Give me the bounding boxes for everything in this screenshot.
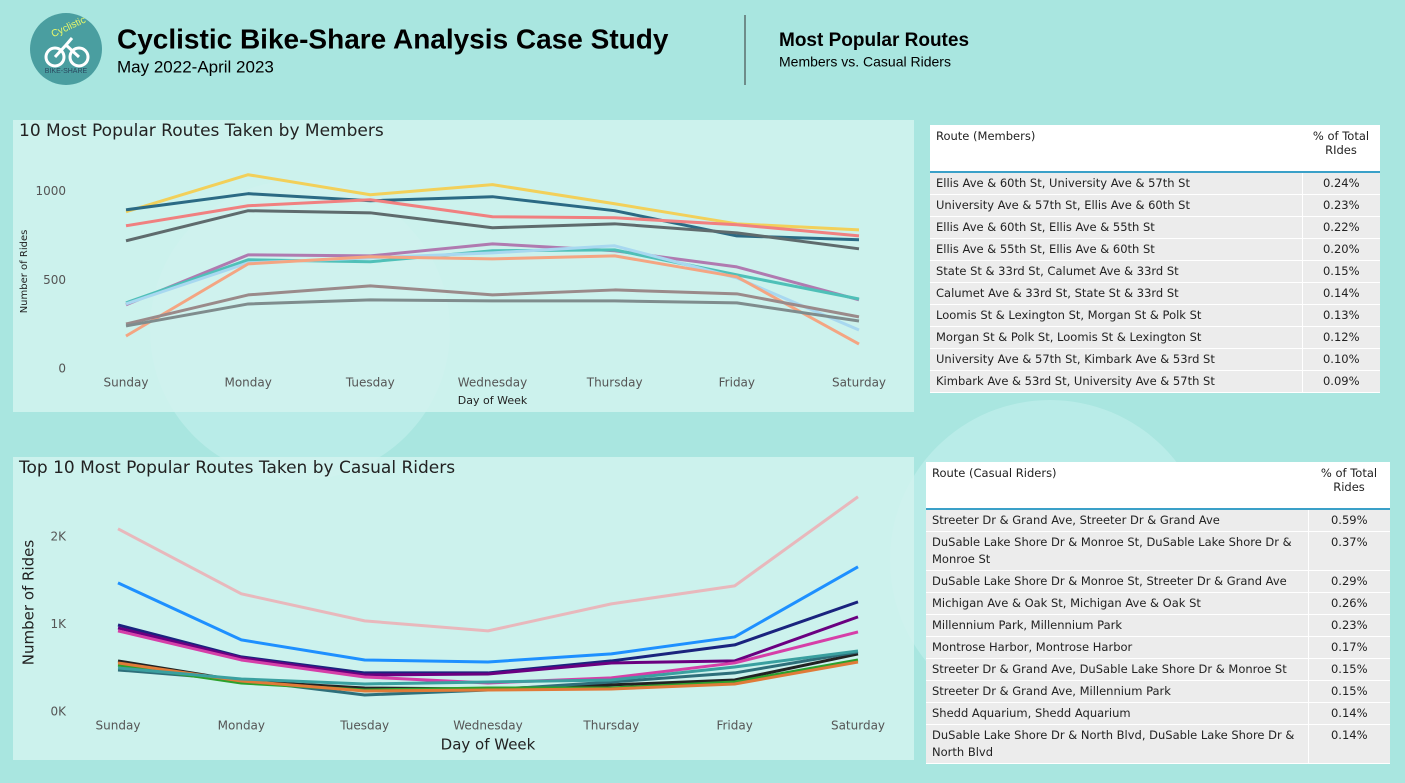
route-cell: Ellis Ave & 60th St, Ellis Ave & 55th St <box>930 216 1302 239</box>
x-axis-label: Day of Week <box>441 736 536 754</box>
percent-cell: 0.17% <box>1307 636 1390 659</box>
subtitle: May 2022-April 2023 <box>117 57 274 76</box>
route-cell: Loomis St & Lexington St, Morgan St & Po… <box>930 304 1302 327</box>
route-cell: Ellis Ave & 60th St, University Ave & 57… <box>930 172 1302 195</box>
y-tick-label: 1000 <box>35 184 66 198</box>
percent-cell: 0.14% <box>1307 724 1390 764</box>
route-cell: DuSable Lake Shore Dr & North Blvd, DuSa… <box>926 724 1308 764</box>
logo <box>30 13 102 85</box>
percent-cell: 0.15% <box>1301 260 1380 283</box>
route-cell: Morgan St & Polk St, Loomis St & Lexingt… <box>930 326 1302 349</box>
x-tick-label: Wednesday <box>458 376 527 390</box>
series-line <box>117 615 859 677</box>
percent-cell: 0.13% <box>1301 304 1380 327</box>
series-line <box>125 192 860 242</box>
series-line <box>117 565 859 664</box>
percent-cell: 0.22% <box>1301 216 1380 239</box>
column-header[interactable]: % of Total RIdes <box>1302 125 1380 173</box>
x-tick-label: Thursday <box>582 719 639 733</box>
x-tick-label: Monday <box>224 376 271 390</box>
series-line <box>125 209 860 251</box>
series-line <box>125 198 860 238</box>
column-header[interactable]: % of Total Rides <box>1308 462 1390 510</box>
route-cell: Millennium Park, Millennium Park <box>926 614 1308 637</box>
section-subtitle: Members vs. Casual Riders <box>779 54 951 70</box>
series-line <box>117 495 859 633</box>
route-cell: University Ave & 57th St, Ellis Ave & 60… <box>930 194 1302 217</box>
x-axis-label: Day of Week <box>458 394 528 407</box>
percent-cell: 0.23% <box>1301 194 1380 217</box>
chart-title: 10 Most Popular Routes Taken by Members <box>19 121 384 141</box>
percent-cell: 0.15% <box>1307 680 1390 703</box>
series-line <box>125 298 860 328</box>
route-table: Route (Casual Riders)% of Total Rides Str… <box>926 462 1390 764</box>
y-tick-label: 500 <box>43 273 66 287</box>
series-line <box>125 242 860 307</box>
percent-cell: 0.24% <box>1301 172 1380 195</box>
series-line <box>117 658 859 692</box>
route-cell: Montrose Harbor, Montrose Harbor <box>926 636 1308 659</box>
route-cell: University Ave & 57th St, Kimbark Ave & … <box>930 348 1302 371</box>
percent-cell: 0.15% <box>1307 658 1390 681</box>
y-tick-label: 1K <box>50 617 67 631</box>
route-table: Route (Members)% of Total RIdes Ellis Ave… <box>930 125 1380 393</box>
route-cell: Calumet Ave & 33rd St, State St & 33rd S… <box>930 282 1302 305</box>
percent-cell: 0.09% <box>1301 370 1380 393</box>
x-tick-label: Sunday <box>104 376 149 390</box>
panel <box>13 120 914 412</box>
percent-cell: 0.37% <box>1307 531 1390 571</box>
route-cell: DuSable Lake Shore Dr & Monroe St, DuSab… <box>926 531 1308 571</box>
panel <box>13 457 914 760</box>
y-axis-label: Number of Rides <box>19 230 30 314</box>
series-line <box>125 284 860 326</box>
route-cell: Ellis Ave & 55th St, Ellis Ave & 60th St <box>930 238 1302 261</box>
route-cell: Streeter Dr & Grand Ave, Millennium Park <box>926 680 1308 703</box>
percent-cell: 0.12% <box>1301 326 1380 349</box>
percent-cell: 0.29% <box>1307 570 1390 593</box>
x-tick-label: Saturday <box>832 376 886 390</box>
x-tick-label: Sunday <box>96 719 141 733</box>
percent-cell: 0.14% <box>1307 702 1390 725</box>
x-tick-label: Friday <box>719 376 755 390</box>
chart-title: Top 10 Most Popular Routes Taken by Casu… <box>18 458 455 478</box>
x-tick-label: Thursday <box>586 376 643 390</box>
y-tick-label: 2K <box>50 529 67 543</box>
logo-tagline: BIKE-SHARE <box>45 68 88 75</box>
column-header[interactable]: Route (Members) <box>930 125 1302 173</box>
x-tick-label: Tuesday <box>345 376 395 390</box>
x-tick-label: Friday <box>716 719 752 733</box>
series-line <box>125 254 860 346</box>
y-axis-label: Number of Rides <box>20 540 38 666</box>
column-header[interactable]: Route (Casual Riders) <box>926 462 1308 510</box>
series-line <box>117 660 859 693</box>
title: Cyclistic Bike-Share Analysis Case Study <box>117 23 669 54</box>
y-tick-label: 0 <box>58 362 66 376</box>
section-title: Most Popular Routes <box>779 30 969 51</box>
percent-cell: 0.59% <box>1307 509 1390 532</box>
percent-cell: 0.26% <box>1307 592 1390 615</box>
route-cell: State St & 33rd St, Calumet Ave & 33rd S… <box>930 260 1302 283</box>
route-cell: Kimbark Ave & 53rd St, University Ave & … <box>930 370 1302 393</box>
x-tick-label: Tuesday <box>339 719 389 733</box>
route-cell: DuSable Lake Shore Dr & Monroe St, Stree… <box>926 570 1308 593</box>
route-cell: Shedd Aquarium, Shedd Aquarium <box>926 702 1308 725</box>
y-tick-label: 0K <box>50 705 67 719</box>
percent-cell: 0.20% <box>1301 238 1380 261</box>
route-cell: Streeter Dr & Grand Ave, DuSable Lake Sh… <box>926 658 1308 681</box>
route-cell: Michigan Ave & Oak St, Michigan Ave & Oa… <box>926 592 1308 615</box>
series-line <box>125 248 860 305</box>
x-tick-label: Monday <box>218 719 265 733</box>
percent-cell: 0.10% <box>1301 348 1380 371</box>
x-tick-label: Wednesday <box>453 719 522 733</box>
percent-cell: 0.23% <box>1307 614 1390 637</box>
x-tick-label: Saturday <box>831 719 885 733</box>
percent-cell: 0.14% <box>1301 282 1380 305</box>
series-line <box>117 649 859 686</box>
route-cell: Streeter Dr & Grand Ave, Streeter Dr & G… <box>926 509 1308 532</box>
